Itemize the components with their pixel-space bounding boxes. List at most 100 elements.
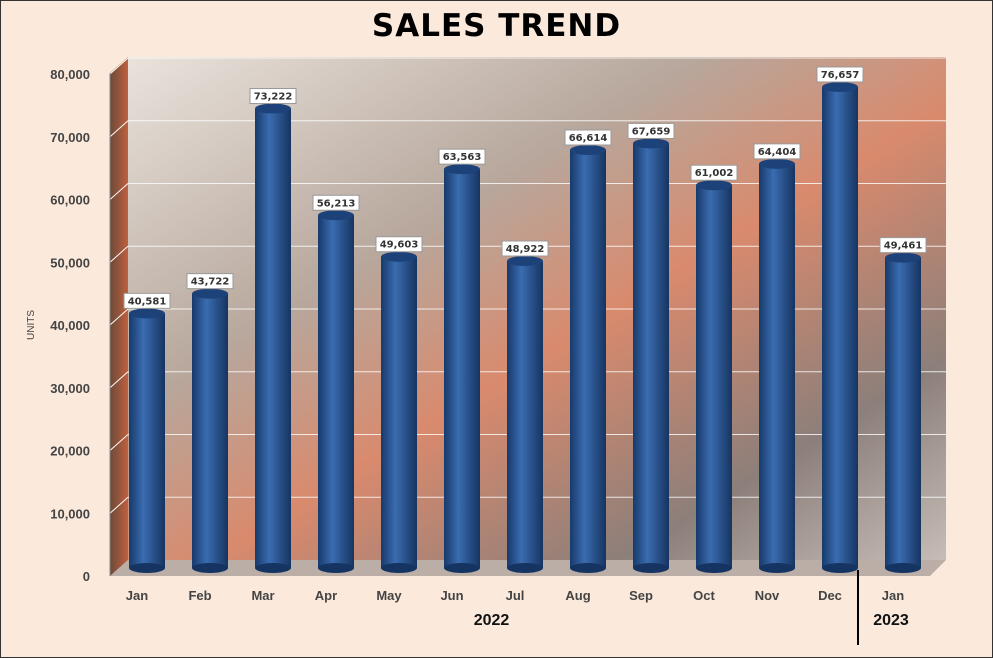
gridline	[109, 245, 129, 263]
x-tick-label: Oct	[693, 588, 715, 603]
bar-top	[507, 256, 543, 267]
data-label: 48,922	[506, 244, 545, 255]
bar-top	[255, 103, 291, 114]
data-label: 67,659	[632, 126, 671, 137]
data-label-box	[816, 66, 864, 83]
gridline	[109, 371, 129, 389]
x-tick-label: Jun	[440, 588, 463, 603]
data-label-box	[753, 143, 801, 160]
bar-base	[633, 563, 669, 573]
bar	[885, 257, 921, 568]
bar-base	[507, 563, 543, 573]
data-label: 40,581	[128, 296, 167, 307]
data-label-box	[186, 273, 234, 290]
x-tick-label: Apr	[315, 588, 337, 603]
bar-base	[696, 563, 732, 573]
bar-top	[822, 81, 858, 92]
bar-base	[192, 563, 228, 573]
y-tick-label: 40,000	[50, 318, 90, 333]
data-label: 61,002	[695, 168, 734, 179]
data-label: 43,722	[191, 277, 230, 288]
data-label: 49,603	[380, 240, 419, 251]
data-label-box	[501, 240, 549, 257]
data-label-box	[249, 88, 297, 105]
bar-0	[129, 308, 165, 573]
bar	[822, 86, 858, 568]
bar-top	[129, 308, 165, 319]
bar-10	[759, 158, 795, 573]
y-tick-label: 60,000	[50, 193, 90, 208]
bar-top	[444, 164, 480, 175]
bar	[381, 256, 417, 568]
data-label: 66,614	[569, 133, 608, 144]
bar-base	[255, 563, 291, 573]
data-label: 56,213	[317, 198, 356, 209]
data-label: 73,222	[254, 92, 293, 103]
y-tick-label: 50,000	[50, 255, 90, 270]
bar	[318, 215, 354, 568]
bar-top	[570, 144, 606, 155]
bar	[696, 185, 732, 568]
x-tick-label: Sep	[629, 588, 653, 603]
data-label-box	[627, 122, 675, 139]
y-axis-label: UNITS	[26, 310, 37, 340]
bar-base	[444, 563, 480, 573]
x-tick-label: Jan	[882, 588, 904, 603]
bar-9	[696, 180, 732, 573]
bar-base	[381, 563, 417, 573]
data-label-box	[690, 164, 738, 181]
bar-top	[696, 180, 732, 191]
bar-3	[318, 210, 354, 573]
y-tick-label: 80,000	[50, 67, 90, 82]
data-label-box	[123, 292, 171, 309]
gridline	[109, 57, 129, 75]
bar-4	[381, 251, 417, 573]
gridline	[109, 496, 129, 514]
gridline	[109, 434, 129, 451]
bar	[129, 313, 165, 568]
x-tick-label: Mar	[251, 588, 274, 603]
bar-11	[822, 81, 858, 573]
bar	[192, 293, 228, 568]
data-label-box	[879, 237, 927, 254]
x-tick-label: Dec	[818, 588, 842, 603]
bar-top	[381, 251, 417, 262]
x-tick-label: Jul	[506, 588, 525, 603]
gridline	[109, 120, 129, 138]
bar-top	[633, 138, 669, 149]
data-label-box	[375, 236, 423, 253]
y-tick-label: 70,000	[50, 130, 90, 145]
bar	[633, 143, 669, 569]
bar-7	[570, 144, 606, 573]
y-tick-label: 20,000	[50, 444, 90, 459]
data-label-box	[564, 129, 612, 146]
data-label: 76,657	[821, 70, 860, 81]
bar	[255, 108, 291, 568]
bar	[444, 169, 480, 568]
bar-5	[444, 164, 480, 573]
bar-base	[129, 563, 165, 573]
data-label: 64,404	[758, 147, 797, 158]
bar-1	[192, 288, 228, 573]
bar-base	[759, 563, 795, 573]
bar-top	[759, 158, 795, 169]
bar-base	[885, 563, 921, 573]
chart-title: SALES TREND	[371, 8, 622, 44]
y-tick-label: 30,000	[50, 381, 90, 396]
bar-top	[885, 252, 921, 263]
bar-top	[192, 288, 228, 299]
data-label: 63,563	[443, 152, 482, 163]
gridline	[109, 308, 129, 326]
data-label: 49,461	[884, 241, 923, 252]
bar-base	[822, 563, 858, 573]
bar-top	[318, 210, 354, 221]
x-tick-label: Feb	[188, 588, 211, 603]
bar-12	[885, 252, 921, 573]
bar	[507, 261, 543, 568]
bar-base	[318, 563, 354, 573]
data-label-box	[438, 148, 486, 165]
y-tick-label: 0	[83, 569, 90, 584]
year-label: 2022	[474, 612, 510, 629]
bar-6	[507, 256, 543, 573]
